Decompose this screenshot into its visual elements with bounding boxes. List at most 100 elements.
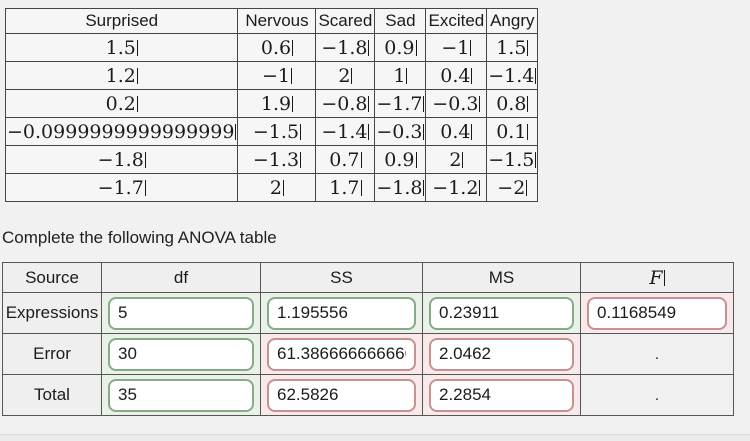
math-value-cell[interactable]: −2 [486, 173, 539, 202]
anova-cell-empty: . [580, 374, 734, 416]
math-value-cell[interactable]: −1.4 [486, 61, 539, 90]
text-cursor [527, 95, 529, 112]
text-cursor [351, 67, 353, 84]
math-value-cell[interactable]: 0.6 [237, 33, 317, 62]
math-value-cell[interactable]: 1 [374, 61, 427, 90]
anova-input-df[interactable] [108, 337, 254, 371]
text-cursor [300, 123, 302, 140]
math-value-cell[interactable]: 0.7 [315, 145, 376, 174]
math-value-cell[interactable]: 2 [315, 61, 376, 90]
math-value-cell[interactable]: 0.9 [374, 145, 427, 174]
text-cursor [462, 151, 464, 168]
anova-cell-df [101, 374, 261, 416]
math-value-cell[interactable]: −0.8 [315, 89, 376, 118]
math-value-cell[interactable]: −1.5 [237, 117, 317, 146]
math-value-cell[interactable]: −1 [425, 33, 488, 62]
anova-cell-ss [260, 292, 423, 334]
math-value-cell[interactable]: −1.5 [486, 145, 539, 174]
anova-cell-df [101, 333, 261, 375]
math-value: −0.3 [376, 120, 423, 143]
text-cursor [663, 269, 665, 286]
math-value: −0.3 [432, 92, 479, 115]
math-value-cell[interactable]: 1.7 [315, 173, 376, 202]
text-cursor [415, 151, 417, 168]
math-value: −1 [441, 36, 470, 59]
math-value-cell[interactable]: 1.5 [486, 33, 539, 62]
math-value-cell[interactable]: −1.7 [4, 173, 239, 202]
anova-source-label: Total [2, 374, 102, 416]
math-value: −1.8 [321, 36, 368, 59]
math-value-cell[interactable]: 0.8 [486, 89, 539, 118]
math-value-cell[interactable]: 0.4 [425, 61, 488, 90]
data-row: 0.2 1.9 −0.8 −1.7 −0.3 0.8 [4, 89, 539, 118]
math-value: −1.4 [488, 64, 535, 87]
math-value-cell[interactable]: −1 [237, 61, 317, 90]
bottom-divider [0, 434, 750, 441]
text-cursor [423, 95, 425, 112]
text-cursor [479, 179, 481, 196]
math-value-cell[interactable]: −1.4 [315, 117, 376, 146]
anova-input-ms[interactable] [429, 337, 574, 371]
math-value-cell[interactable]: −1.7 [374, 89, 427, 118]
math-value-cell[interactable]: −1.8 [4, 145, 239, 174]
data-col-header: Excited [425, 8, 488, 34]
math-value-cell[interactable]: 1.2 [4, 61, 239, 90]
text-cursor [283, 179, 285, 196]
anova-input-ss[interactable] [267, 337, 416, 371]
math-value: −0.8 [321, 92, 368, 115]
math-value-cell[interactable]: 0.4 [425, 117, 488, 146]
anova-input-ms[interactable] [429, 378, 574, 412]
math-value-cell[interactable]: −0.0999999999999999 [4, 117, 239, 146]
math-value: 1.2 [105, 64, 136, 87]
math-value: −0.0999999999999999 [7, 120, 235, 143]
text-cursor [144, 179, 146, 196]
math-value-cell[interactable]: 1.9 [237, 89, 317, 118]
anova-header-label: df [173, 267, 189, 287]
text-cursor [527, 123, 529, 140]
data-row: −0.0999999999999999 −1.5 −1.4 −0.3 0.4 0.1 [4, 117, 539, 146]
anova-header-label: Source [25, 267, 79, 287]
anova-input-df[interactable] [108, 296, 254, 330]
text-cursor [292, 39, 294, 56]
math-value-cell[interactable]: 1.5 [4, 33, 239, 62]
anova-input-df[interactable] [108, 378, 254, 412]
anova-input-f[interactable] [587, 296, 727, 330]
data-col-header: Nervous [237, 8, 317, 34]
math-value: −1.2 [432, 176, 479, 199]
math-value: 0.1 [496, 120, 527, 143]
anova-header-label: SS [330, 267, 353, 287]
math-value: 0.8 [496, 92, 527, 115]
math-value: 0.7 [329, 148, 360, 171]
anova-col-header-f[interactable]: F [580, 262, 734, 293]
math-value-cell[interactable]: 0.2 [4, 89, 239, 118]
text-cursor [290, 67, 292, 84]
anova-row: Error. [2, 333, 734, 375]
data-row: 1.5 0.6 −1.8 0.9 −1 1.5 [4, 33, 539, 62]
math-value: −1.7 [376, 92, 423, 115]
text-cursor [406, 67, 408, 84]
math-value: −1.7 [97, 176, 144, 199]
math-value-cell[interactable]: 2 [237, 173, 317, 202]
math-value: 0.4 [440, 120, 471, 143]
anova-input-ss[interactable] [267, 296, 416, 330]
math-value-cell[interactable]: 0.1 [486, 117, 539, 146]
anova-cell-f [580, 292, 734, 334]
text-cursor [368, 123, 370, 140]
text-cursor [423, 123, 425, 140]
text-cursor [527, 39, 529, 56]
anova-input-ms[interactable] [429, 296, 574, 330]
math-value-cell[interactable]: −1.8 [374, 173, 427, 202]
text-cursor [526, 179, 528, 196]
math-value-cell[interactable]: −1.3 [237, 145, 317, 174]
math-value-cell[interactable]: −1.8 [315, 33, 376, 62]
math-value: 1.7 [329, 176, 360, 199]
math-value-cell[interactable]: 0.9 [374, 33, 427, 62]
math-value-cell[interactable]: 2 [425, 145, 488, 174]
text-cursor [423, 179, 425, 196]
math-value-cell[interactable]: −0.3 [374, 117, 427, 146]
anova-input-ss[interactable] [267, 378, 416, 412]
math-value-cell[interactable]: −1.2 [425, 173, 488, 202]
math-value: 0.9 [384, 148, 415, 171]
math-value-cell[interactable]: −0.3 [425, 89, 488, 118]
